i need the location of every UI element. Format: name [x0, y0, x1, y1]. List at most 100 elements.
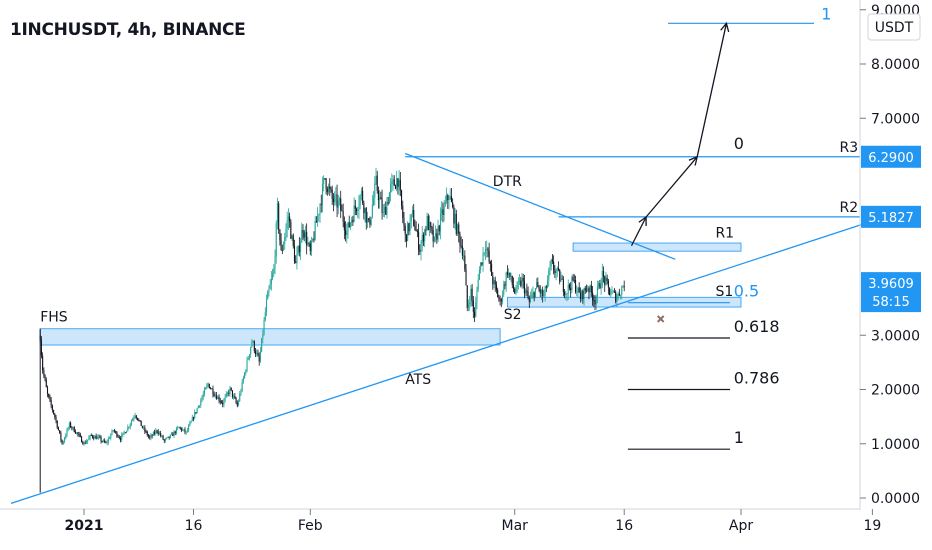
- candle-body: [61, 439, 63, 444]
- candle-body: [466, 285, 468, 308]
- candle-body: [354, 205, 356, 209]
- candle-body: [500, 299, 502, 302]
- candle-body: [483, 252, 485, 254]
- candle-body: [180, 427, 182, 431]
- candle-body: [509, 272, 511, 277]
- candle-body: [388, 192, 390, 204]
- candles-layer: [39, 168, 625, 493]
- candle-body: [56, 420, 58, 428]
- candle-body: [325, 178, 327, 189]
- candle-body: [281, 250, 283, 251]
- candle-body: [439, 213, 442, 232]
- candle-body: [289, 216, 291, 222]
- candle-body: [89, 435, 91, 438]
- candle-body: [178, 427, 180, 428]
- candle-body: [531, 294, 533, 298]
- candle-body: [357, 209, 359, 212]
- candle-body: [422, 234, 424, 242]
- candle-body: [174, 431, 176, 434]
- candle-body: [224, 396, 226, 400]
- candle-body: [105, 442, 107, 444]
- candle-body: [48, 393, 50, 397]
- candle-body: [428, 222, 431, 230]
- candle-body: [564, 291, 566, 295]
- fib-level-label: 0: [734, 134, 744, 153]
- candle-body: [386, 202, 388, 215]
- candle-body: [398, 179, 400, 187]
- candle-body: [553, 261, 555, 271]
- candle-body: [547, 280, 549, 288]
- candle-body: [385, 207, 387, 215]
- candle-body: [543, 295, 545, 297]
- candle-body: [611, 291, 613, 295]
- candle-body: [605, 277, 607, 285]
- candle-body: [98, 436, 100, 438]
- candle-body: [426, 216, 428, 230]
- candle-body: [612, 291, 614, 293]
- candle-body: [387, 202, 389, 204]
- candle-body: [293, 246, 296, 262]
- candle-body: [272, 273, 274, 279]
- candle-body: [405, 234, 407, 242]
- candle-body: [132, 418, 134, 422]
- candle-body: [141, 426, 143, 428]
- candle-body: [270, 278, 272, 285]
- candle-body: [88, 437, 90, 440]
- candle-body: [76, 432, 78, 434]
- fib-level-label: 1: [734, 428, 744, 447]
- candle-body: [211, 388, 213, 390]
- candle-body: [206, 385, 208, 388]
- candle-body: [539, 289, 541, 294]
- r2-price-tag-box: [861, 205, 921, 228]
- candle-body: [560, 278, 562, 282]
- candle-body: [556, 268, 558, 271]
- r3-price-tag-label: 6.2900: [868, 151, 914, 166]
- zones-layer: [39, 242, 742, 346]
- candle-body: [196, 408, 198, 413]
- candle-body: [584, 288, 586, 291]
- candle-body: [478, 269, 480, 280]
- candle-body: [67, 427, 69, 430]
- candle-body: [527, 291, 529, 299]
- candle-body: [602, 270, 605, 277]
- candle-body: [317, 215, 319, 223]
- candle-body: [510, 276, 512, 277]
- candle-body: [136, 417, 139, 420]
- candle-body: [240, 390, 242, 394]
- candle-body: [424, 229, 426, 242]
- candle-body: [245, 370, 247, 373]
- candle-body: [219, 400, 221, 402]
- candle-body: [138, 419, 140, 421]
- candle-body: [613, 291, 616, 293]
- candle-body: [442, 209, 444, 215]
- candle-body: [285, 228, 287, 237]
- candle-body: [280, 240, 282, 251]
- candle-body: [111, 430, 113, 435]
- candle-body: [420, 243, 422, 252]
- x-tick-label: 16: [185, 518, 203, 534]
- candle-body: [44, 375, 46, 380]
- candle-body: [616, 298, 618, 302]
- candle-body: [437, 225, 439, 240]
- candle-body: [144, 427, 146, 432]
- cross-marker: [656, 315, 665, 323]
- candle-body: [60, 432, 62, 440]
- candle-body: [503, 284, 505, 295]
- candle-body: [128, 426, 130, 428]
- candle-body: [585, 290, 588, 292]
- candle-body: [78, 434, 80, 436]
- candle-body: [447, 195, 449, 200]
- candle-body: [460, 245, 462, 247]
- candle-body: [301, 229, 303, 243]
- candle-body: [314, 221, 316, 240]
- candle-body: [505, 272, 507, 286]
- projection-arrow-line: [645, 156, 698, 218]
- candle-body: [115, 431, 117, 433]
- lines-layer: [10, 21, 880, 505]
- candle-body: [242, 377, 244, 382]
- candle-body: [538, 287, 540, 290]
- candle-body: [599, 283, 601, 289]
- candle-body: [551, 259, 553, 262]
- x-tick-label: Feb: [298, 518, 323, 534]
